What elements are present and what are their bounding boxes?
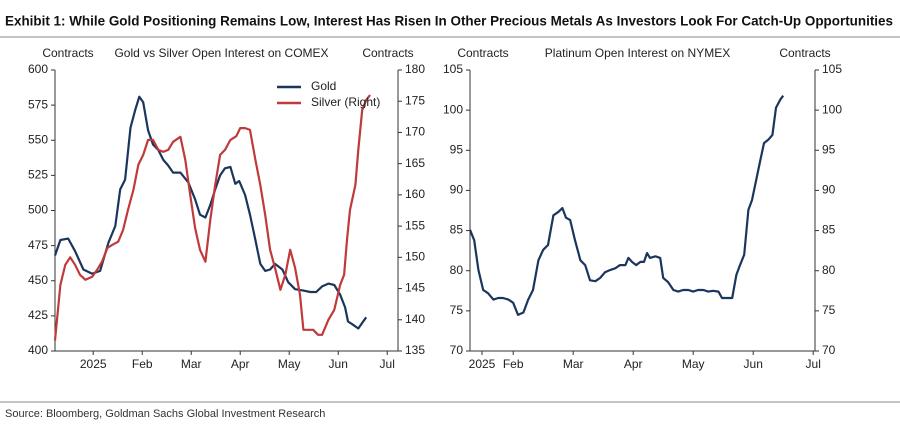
y2-tick-label: 165: [405, 156, 425, 170]
y2-tick-label: 100: [822, 102, 842, 116]
source: Source: Bloomberg, Goldman Sachs Global …: [5, 408, 325, 420]
x-tick-label: Mar: [181, 357, 202, 371]
y-tick-label: 100: [443, 102, 463, 116]
x-tick-label: Jun: [329, 357, 348, 371]
legend-label: Gold: [311, 79, 336, 93]
y2-tick-label: 85: [822, 223, 836, 237]
y-tick-label: 450: [28, 273, 48, 287]
y2-axis-label: Contracts: [362, 46, 413, 60]
y-tick-label: 550: [28, 132, 48, 146]
y-tick-label: 475: [28, 238, 48, 252]
y-tick-label: 75: [450, 303, 464, 317]
y-tick-label: 105: [443, 62, 463, 76]
y2-axis-label: Contracts: [779, 46, 830, 60]
series-line: [53, 95, 368, 330]
y2-tick-label: 80: [822, 263, 836, 277]
y-tick-label: 400: [28, 343, 48, 357]
y-tick-label: 600: [28, 62, 48, 76]
chart-title: Gold vs Silver Open Interest on COMEX: [114, 46, 328, 60]
x-tick-label: May: [278, 357, 301, 371]
chart-title: Platinum Open Interest on NYMEX: [545, 46, 730, 60]
y2-tick-label: 170: [405, 125, 425, 139]
x-tick-label: Apr: [231, 357, 250, 371]
y-tick-label: 85: [450, 223, 464, 237]
x-tick-label: Jul: [380, 357, 395, 371]
y-tick-label: 90: [450, 183, 464, 197]
x-tick-label: May: [682, 357, 705, 371]
y-tick-label: 525: [28, 168, 48, 182]
x-tick-label: Feb: [503, 357, 524, 371]
y-tick-label: 70: [450, 343, 464, 357]
y-tick-label: 95: [450, 142, 464, 156]
y-axis-label: Contracts: [457, 46, 508, 60]
y2-tick-label: 90: [822, 183, 836, 197]
y2-tick-label: 145: [405, 281, 425, 295]
y2-tick-label: 175: [405, 93, 425, 107]
x-tick-label: Mar: [563, 357, 584, 371]
y-tick-label: 80: [450, 263, 464, 277]
y2-tick-label: 70: [822, 343, 836, 357]
y2-tick-label: 140: [405, 312, 425, 326]
x-tick-label: Jul: [806, 357, 821, 371]
y2-tick-label: 105: [822, 62, 842, 76]
x-tick-label: Feb: [132, 357, 153, 371]
y-axis-label: Contracts: [42, 46, 93, 60]
x-tick-label: Jun: [744, 357, 763, 371]
x-tick-label: 2025: [80, 357, 107, 371]
x-tick-label: Apr: [624, 357, 643, 371]
y2-tick-label: 135: [405, 343, 425, 357]
exhibit-title: Exhibit 1: While Gold Positioning Remain…: [5, 13, 893, 29]
legend-label: Silver (Right): [311, 95, 380, 109]
y-tick-label: 500: [28, 203, 48, 217]
y-tick-label: 575: [28, 97, 48, 111]
x-tick-label: 2025: [469, 357, 496, 371]
y2-tick-label: 75: [822, 303, 836, 317]
series-line: [468, 95, 785, 316]
y2-tick-label: 160: [405, 187, 425, 201]
y2-tick-label: 150: [405, 250, 425, 264]
series-line: [53, 94, 371, 341]
y2-tick-label: 95: [822, 142, 836, 156]
y2-tick-label: 155: [405, 218, 425, 232]
y-tick-label: 425: [28, 308, 48, 322]
y2-tick-label: 180: [405, 62, 425, 76]
